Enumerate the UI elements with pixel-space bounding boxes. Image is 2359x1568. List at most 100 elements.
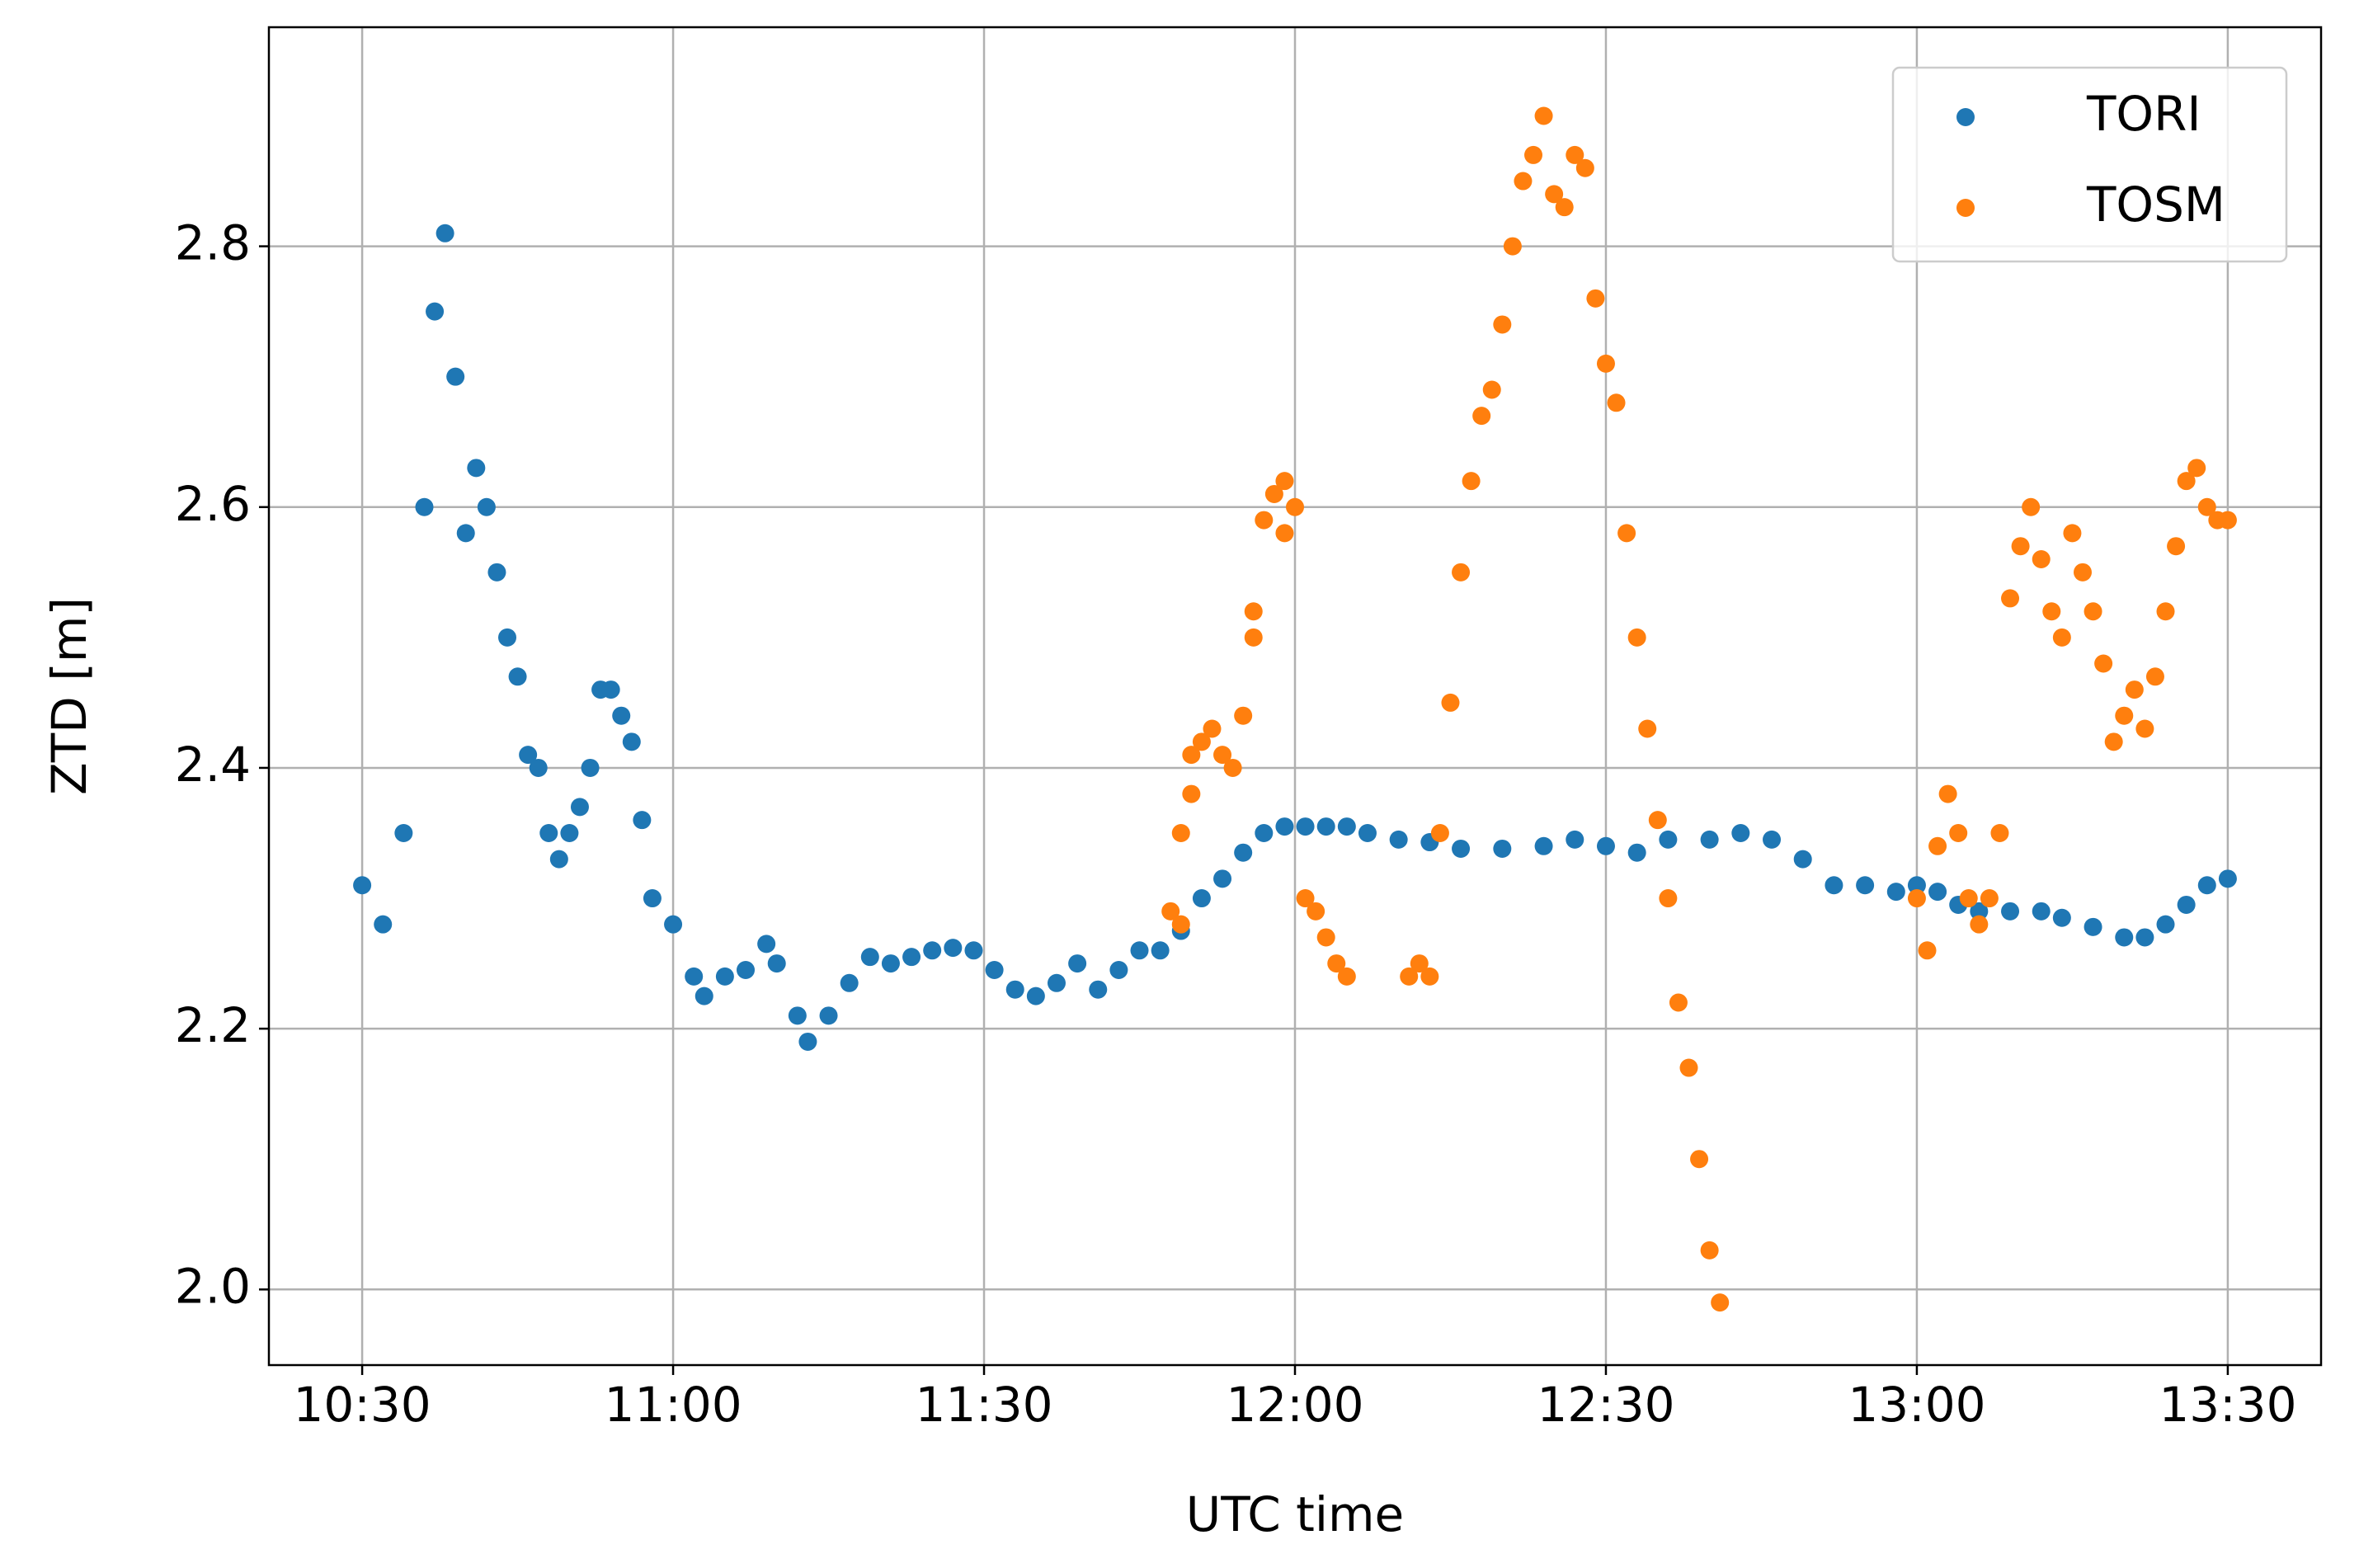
y-tick-label: 2.4 bbox=[175, 737, 251, 793]
x-tick-label: 10:30 bbox=[294, 1377, 431, 1433]
data-point bbox=[1627, 628, 1646, 647]
data-point bbox=[612, 706, 631, 725]
data-point bbox=[1130, 941, 1149, 960]
data-point bbox=[1970, 915, 1989, 934]
data-point bbox=[1255, 511, 1274, 530]
data-point bbox=[1462, 472, 1481, 491]
data-point bbox=[685, 967, 704, 986]
legend-label: TOSM bbox=[2086, 177, 2225, 233]
data-point bbox=[1596, 354, 1615, 373]
data-point bbox=[2177, 472, 2196, 491]
data-point bbox=[560, 823, 579, 842]
data-point bbox=[1763, 830, 1782, 849]
data-point bbox=[1410, 954, 1429, 973]
data-point bbox=[426, 302, 445, 321]
data-point bbox=[1089, 980, 1108, 999]
data-point bbox=[2104, 732, 2123, 751]
data-point bbox=[1617, 524, 1636, 543]
y-tick-label: 2.0 bbox=[175, 1258, 251, 1314]
data-point bbox=[1255, 823, 1274, 842]
data-point bbox=[2125, 680, 2144, 699]
data-point bbox=[2084, 602, 2102, 621]
data-point bbox=[1234, 843, 1253, 862]
data-point bbox=[798, 1032, 817, 1051]
data-point bbox=[1337, 817, 1356, 836]
data-point bbox=[1596, 836, 1615, 855]
data-point bbox=[840, 973, 859, 992]
data-point bbox=[549, 850, 568, 869]
data-point bbox=[2197, 497, 2216, 516]
legend-box bbox=[1891, 66, 2288, 263]
data-point bbox=[2001, 902, 2020, 921]
x-tick-label: 11:30 bbox=[915, 1377, 1052, 1433]
data-point bbox=[2011, 537, 2030, 556]
data-point bbox=[539, 823, 558, 842]
data-point bbox=[529, 758, 548, 777]
data-point bbox=[2084, 917, 2102, 936]
data-point bbox=[2135, 719, 2154, 738]
data-point bbox=[1607, 393, 1626, 412]
data-point bbox=[2167, 537, 2186, 556]
data-point bbox=[1970, 902, 1989, 921]
data-point bbox=[1524, 145, 1543, 164]
y-tick-label: 2.2 bbox=[175, 997, 251, 1053]
data-point bbox=[1296, 817, 1315, 836]
data-point bbox=[1244, 602, 1263, 621]
data-point bbox=[860, 948, 879, 967]
data-point bbox=[985, 960, 1004, 979]
data-point bbox=[1192, 732, 1211, 751]
data-point bbox=[715, 967, 734, 986]
data-point bbox=[1171, 915, 1190, 934]
data-point bbox=[1856, 876, 1875, 895]
data-point bbox=[1171, 823, 1190, 842]
legend-label: TORI bbox=[2086, 86, 2201, 142]
data-point bbox=[643, 889, 662, 908]
data-point bbox=[2052, 908, 2071, 927]
data-point bbox=[1659, 889, 1678, 908]
data-point bbox=[374, 915, 393, 934]
data-point bbox=[2063, 524, 2082, 543]
data-point bbox=[2032, 902, 2051, 921]
data-point bbox=[1047, 973, 1066, 992]
data-point bbox=[1566, 145, 1584, 164]
data-point bbox=[1275, 524, 1294, 543]
data-point bbox=[1711, 1293, 1730, 1312]
data-point bbox=[1026, 986, 1045, 1005]
data-point bbox=[622, 732, 641, 751]
data-point bbox=[1690, 1150, 1709, 1169]
data-point bbox=[695, 986, 713, 1005]
data-point bbox=[2094, 654, 2113, 673]
data-point bbox=[1316, 928, 1335, 947]
data-point bbox=[1203, 719, 1222, 738]
data-point bbox=[757, 935, 776, 954]
x-tick-label: 13:00 bbox=[1848, 1377, 1985, 1433]
data-point bbox=[1928, 836, 1947, 855]
data-point bbox=[1793, 850, 1812, 869]
data-point bbox=[1161, 902, 1180, 921]
data-point bbox=[1441, 693, 1460, 712]
data-point bbox=[353, 876, 372, 895]
data-point bbox=[2156, 602, 2175, 621]
data-point bbox=[1545, 185, 1564, 204]
data-point bbox=[1700, 830, 1719, 849]
data-point bbox=[819, 1006, 838, 1025]
data-point bbox=[1264, 484, 1283, 503]
data-point bbox=[737, 960, 756, 979]
data-point bbox=[1503, 237, 1522, 256]
data-point bbox=[1990, 823, 2009, 842]
data-point bbox=[1638, 719, 1657, 738]
y-tick-label: 2.8 bbox=[175, 215, 251, 271]
data-point bbox=[1482, 380, 1501, 399]
data-point bbox=[1420, 967, 1439, 986]
data-point bbox=[1213, 869, 1232, 888]
data-point bbox=[467, 459, 486, 478]
plot-frame bbox=[267, 26, 2323, 1367]
x-tick-label: 12:30 bbox=[1537, 1377, 1674, 1433]
data-point bbox=[788, 1006, 807, 1025]
data-point bbox=[1700, 1241, 1719, 1260]
data-point bbox=[767, 954, 786, 973]
data-point bbox=[2042, 602, 2061, 621]
legend-marker bbox=[1956, 199, 1975, 217]
data-point bbox=[2052, 628, 2071, 647]
